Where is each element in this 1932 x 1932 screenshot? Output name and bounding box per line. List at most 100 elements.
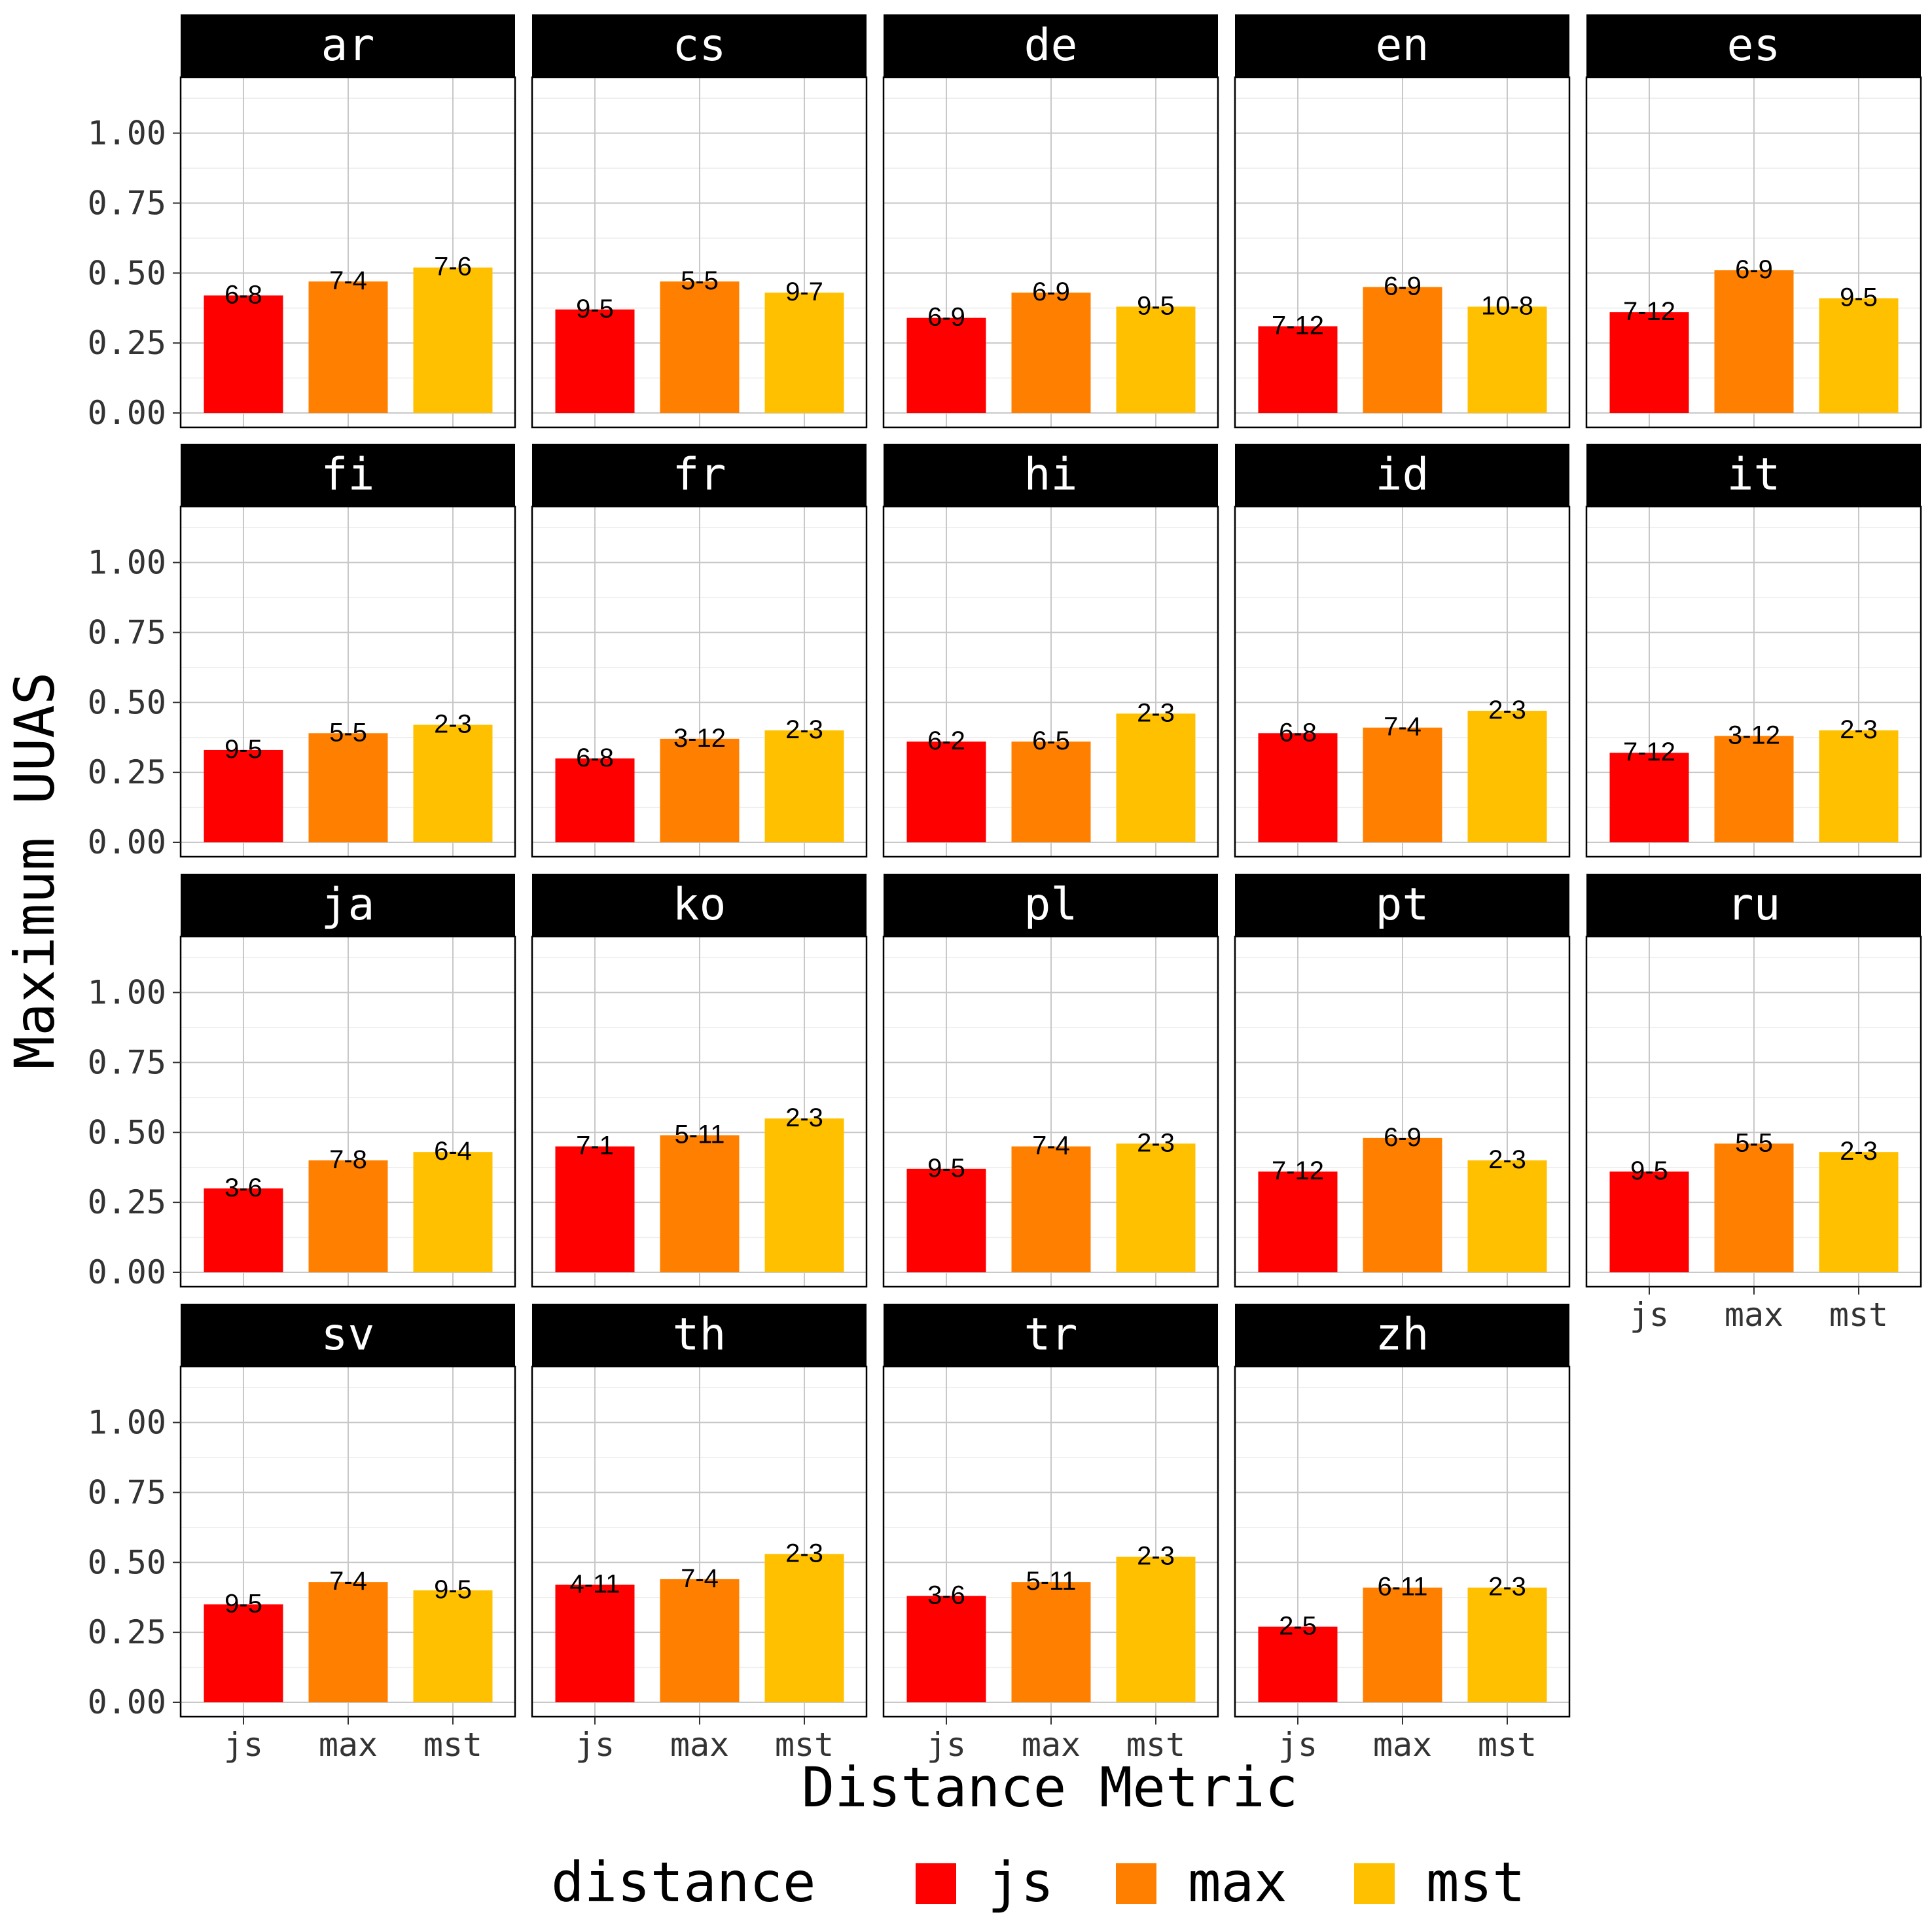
bar-js: [906, 1596, 986, 1702]
bar-max: [1011, 1582, 1091, 1702]
x-tick-label: mst: [1126, 1726, 1185, 1764]
y-tick-label: 1.00: [88, 974, 166, 1012]
bar-label-max: 6-5: [1032, 726, 1070, 755]
x-tick-label: js: [575, 1726, 615, 1764]
x-tick-label: js: [1278, 1726, 1317, 1764]
bar-label-mst: 2-3: [434, 709, 472, 738]
strip-background: [1235, 1304, 1569, 1367]
bar-label-mst: 2-3: [1137, 698, 1175, 727]
x-tick-label: mst: [775, 1726, 834, 1764]
bar-js: [555, 309, 635, 413]
bar-mst: [764, 1118, 844, 1272]
y-tick-label: 0.25: [88, 753, 166, 791]
bar-mst: [764, 730, 844, 842]
bar-label-max: 3-12: [1728, 721, 1780, 750]
bar-js: [1258, 733, 1338, 842]
bar-label-max: 6-9: [1735, 255, 1773, 284]
bar-max: [1011, 293, 1091, 413]
y-tick-label: 0.00: [88, 1253, 166, 1291]
bar-label-max: 6-9: [1032, 277, 1070, 306]
strip-label: it: [1727, 449, 1781, 501]
x-tick-label: mst: [1829, 1296, 1888, 1334]
facet-panels: 6-8 7-4 7-6 ar 0.00 0.25 0.50 0.75 1.00 9-5 5-5 9-7…: [88, 14, 1922, 1764]
strip-label: pl: [1024, 879, 1078, 931]
bar-label-js: 3-6: [927, 1581, 965, 1610]
legend-key-js: [916, 1863, 956, 1904]
bar-label-max: 7-8: [329, 1145, 367, 1174]
x-tick-label: max: [319, 1726, 378, 1764]
strip-background: [884, 1304, 1218, 1367]
bar-max: [660, 738, 740, 842]
bar-label-js: 6-8: [576, 743, 614, 772]
y-tick-label: 0.00: [88, 823, 166, 861]
bar-label-mst: 9-7: [785, 277, 823, 306]
bar-label-mst: 2-3: [1840, 1137, 1878, 1166]
bar-mst: [1467, 711, 1547, 842]
y-tick-label: 0.25: [88, 1613, 166, 1651]
x-tick-label: js: [1630, 1296, 1669, 1334]
x-tick-label: max: [1373, 1726, 1432, 1764]
strip-background: [532, 444, 867, 507]
y-tick-label: 1.00: [88, 115, 166, 152]
bar-label-js: 9-5: [224, 1589, 262, 1618]
strip-background: [1586, 874, 1921, 937]
strip-label: th: [673, 1309, 726, 1361]
bar-label-js: 6-2: [927, 726, 965, 755]
y-tick-label: 0.00: [88, 1683, 166, 1721]
strip-background: [181, 444, 515, 507]
bar-js: [1258, 1626, 1338, 1702]
y-axis-title: Maximum UUAS: [3, 672, 67, 1069]
bar-label-js: 7-12: [1272, 1156, 1324, 1185]
panel-fi: 9-5 5-5 2-3 fi 0.00 0.25 0.50 0.75 1.00: [88, 444, 516, 861]
y-tick-label: 0.00: [88, 394, 166, 432]
bar-label-js: 7-1: [576, 1132, 614, 1160]
bar-label-mst: 9-5: [1840, 283, 1878, 312]
strip-label: zh: [1376, 1309, 1429, 1361]
bar-mst: [1467, 1587, 1547, 1702]
bar-label-mst: 2-3: [1840, 715, 1878, 744]
bar-label-mst: 2-3: [1137, 1128, 1175, 1157]
bar-js: [906, 317, 986, 413]
strip-background: [181, 14, 515, 77]
strip-background: [1586, 14, 1921, 77]
bar-js: [1258, 1172, 1338, 1272]
panel-ko: 7-1 5-11 2-3 ko: [531, 874, 868, 1288]
bar-label-max: 7-4: [329, 1567, 367, 1596]
panel-zh: 2-5 6-11 2-3 zh js max mst: [1234, 1304, 1571, 1764]
bar-max: [1363, 1137, 1442, 1272]
strip-label: ja: [321, 879, 375, 931]
x-axis-title: Distance Metric: [802, 1755, 1298, 1819]
bar-label-max: 7-4: [1032, 1132, 1070, 1160]
bar-max: [1714, 270, 1794, 413]
bar-js: [906, 1168, 986, 1272]
bar-label-js: 4-11: [569, 1569, 620, 1598]
strip-label: hi: [1024, 449, 1078, 501]
bar-max: [308, 733, 388, 842]
bar-mst: [1116, 1556, 1196, 1702]
y-tick-label: 0.25: [88, 324, 166, 362]
bar-max: [308, 1160, 388, 1272]
bar-label-js: 2-5: [1279, 1612, 1317, 1641]
bar-js: [1609, 312, 1689, 413]
bar-label-max: 5-5: [329, 718, 367, 747]
x-tick-label: mst: [1478, 1726, 1537, 1764]
x-tick-label: max: [670, 1726, 729, 1764]
strip-label: ru: [1727, 879, 1781, 931]
bar-mst: [1819, 298, 1899, 413]
strip-label: tr: [1024, 1309, 1078, 1361]
bar-max: [1363, 727, 1442, 842]
panel-ja: 3-6 7-8 6-4 ja 0.00 0.25 0.50 0.75 1.00: [88, 874, 516, 1291]
bar-label-js: 9-5: [224, 735, 262, 764]
bar-mst: [413, 1590, 493, 1702]
bar-max: [308, 281, 388, 413]
bar-js: [204, 295, 283, 413]
x-tick-label: max: [1725, 1296, 1783, 1334]
bar-label-js: 7-12: [1272, 311, 1324, 340]
strip-label: de: [1024, 20, 1078, 71]
y-tick-label: 0.50: [88, 683, 166, 721]
bar-label-mst: 2-3: [1488, 1145, 1526, 1174]
legend-label-mst: mst: [1426, 1850, 1526, 1914]
bar-max: [660, 1579, 740, 1702]
panel-sv: 9-5 7-4 9-5 sv 0.00 0.25 0.50 0.75 1.00 js max mst: [88, 1304, 516, 1764]
bar-max: [1011, 1146, 1091, 1272]
